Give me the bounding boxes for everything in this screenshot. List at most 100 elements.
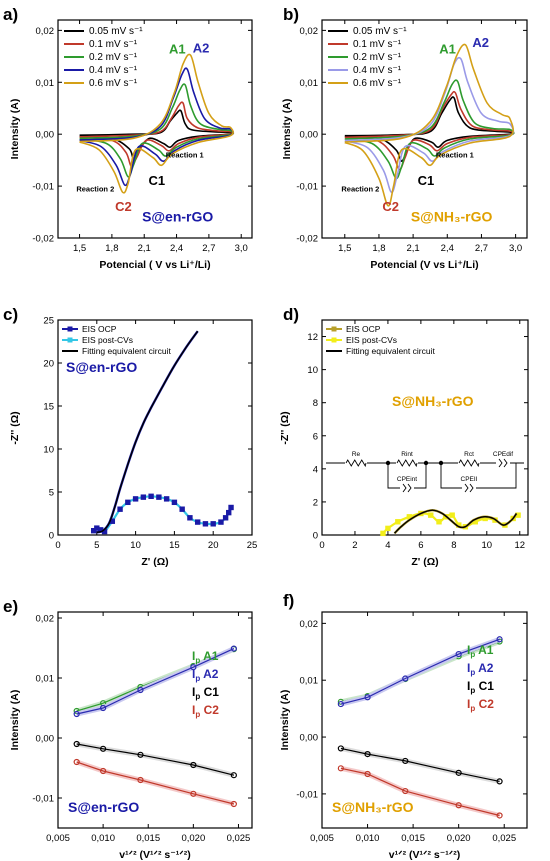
panel-label: a) [3, 5, 18, 24]
legend-marker [67, 337, 73, 343]
legend-entry: 0.05 mV s⁻¹ [353, 26, 407, 37]
legend-entry: Ip A1 [192, 649, 219, 665]
x-tick-label: 2,4 [170, 243, 183, 254]
y-tick-label: 0,00 [36, 130, 55, 141]
data-point [73, 740, 80, 748]
x-axis-label: Potencial ( V vs Li⁺/Li) [99, 259, 210, 271]
x-tick-label: 6 [418, 540, 423, 551]
data-point [496, 636, 503, 643]
sample-label: S@NH₃-rGO [411, 208, 493, 224]
y-tick-label: 0,01 [300, 78, 319, 89]
data-point [73, 758, 80, 766]
fitting-line [96, 330, 199, 534]
sample-label: S@en-rGO [68, 799, 139, 815]
eis-post-cv-marker [210, 521, 216, 527]
x-tick-label: 3,0 [509, 243, 522, 254]
data-point [496, 812, 503, 819]
sample-label: S@NH₃-rGO [392, 393, 474, 409]
y-axis-label: Intensity (A) [9, 690, 21, 751]
y-tick-label: -0,01 [32, 794, 54, 805]
eis-post-cv-marker [436, 519, 442, 525]
x-tick-label: 4 [385, 540, 390, 551]
data-point [100, 704, 107, 712]
series-line [340, 747, 500, 782]
legend-entry: Ip A1 [467, 643, 494, 659]
x-tick-label: 1,8 [105, 243, 118, 254]
panel-d: 0 2 4 6 8 10 12 0 2 4 6 8 10 12 Z' (Ω) -Z'' (Ω) d) EIS OC… [279, 305, 529, 568]
panel-b: 1,5 1,8 2,1 2,4 2,7 3,0 -0,02 -0,01 0,00 0,01 0,02… [281, 5, 528, 271]
data-point [402, 757, 409, 765]
legend-entry: 0.4 mV s⁻¹ [353, 65, 402, 76]
cpe-symbol [464, 483, 474, 493]
x-tick-label: 2,7 [202, 243, 215, 254]
x-tick-label: 0,005 [46, 833, 70, 844]
resistor-symbol [345, 459, 367, 468]
cpe-bg [462, 484, 476, 492]
data-point [137, 751, 144, 758]
circuit-wire [440, 463, 517, 489]
y-tick-label: 12 [307, 332, 318, 343]
eis-post-cv-marker [449, 512, 455, 518]
x-tick-label: 0,025 [492, 833, 516, 844]
plot-frame [57, 319, 253, 536]
circuit-label: Rint [401, 451, 413, 458]
cv-curve [79, 53, 234, 194]
legend-entry: Ip C1 [192, 685, 219, 701]
cv-curve [344, 43, 514, 207]
legend-entry: Fitting equivalent circuit [346, 346, 435, 356]
legend-entry: EIS post-CVs [82, 335, 133, 345]
x-tick-label: 15 [169, 540, 180, 551]
data-point [364, 751, 371, 758]
data-point [337, 700, 344, 708]
peak-label-a2: A2 [472, 35, 489, 50]
y-tick-label: 5 [49, 488, 54, 499]
x-tick-label: 2 [352, 540, 357, 551]
eis-post-cv-marker [226, 509, 232, 516]
x-tick-label: 10 [130, 540, 141, 551]
series-line [76, 648, 235, 715]
x-tick-label: 2,4 [441, 243, 454, 254]
y-tick-label: 0,00 [300, 733, 319, 744]
y-tick-label: 0,00 [300, 130, 319, 141]
eis-post-cv-marker [187, 515, 193, 521]
y-axis-label: Intensity (A) [279, 690, 291, 751]
circuit-label: CPEint [397, 476, 417, 483]
x-axis-label: Potencial (V vs Li⁺/Li) [370, 259, 478, 271]
legend-entry: EIS OCP [82, 324, 117, 334]
data-point [230, 772, 237, 779]
cpe-symbol [498, 458, 508, 468]
legend-entry: 0.05 mV s⁻¹ [89, 26, 143, 37]
y-tick-label: 0,02 [300, 26, 319, 37]
cpe-bg [496, 459, 510, 467]
y-tick-label: 4 [313, 464, 318, 475]
y-tick-label: 0,02 [300, 619, 319, 630]
y-axis-label: Intensity (A) [281, 99, 293, 160]
panel-f: 0,005 0,010 0,015 0,020 0,025 -0,01 0,00 0,01 0,… [279, 591, 528, 861]
legend-marker [331, 337, 337, 343]
data-point [190, 790, 197, 797]
peak-label-c1: C1 [149, 173, 166, 188]
plot-frame [321, 319, 529, 536]
x-tick-label: 0,010 [356, 833, 380, 844]
circuit-label: Re [352, 451, 361, 458]
data-point [137, 776, 144, 784]
y-tick-label: -0,01 [296, 182, 318, 193]
y-tick-label: -0,01 [32, 182, 54, 193]
peak-label-a2: A2 [193, 41, 210, 56]
resistor-symbol [396, 459, 418, 468]
plot-frame [57, 611, 253, 829]
data-point [455, 769, 462, 776]
eis-post-cv-marker [222, 515, 229, 521]
data-point [364, 694, 371, 701]
x-tick-label: 0,005 [310, 833, 334, 844]
data-point [337, 765, 344, 772]
series-line [340, 767, 500, 817]
y-tick-label: -0,01 [296, 789, 318, 800]
y-tick-label: 0 [49, 531, 54, 542]
eis-post-cv-marker [171, 499, 178, 506]
legend-entry: Ip A2 [192, 667, 219, 683]
y-tick-label: -0,02 [32, 234, 54, 245]
panel-label: d) [283, 305, 299, 324]
y-tick-label: 2 [313, 497, 318, 508]
